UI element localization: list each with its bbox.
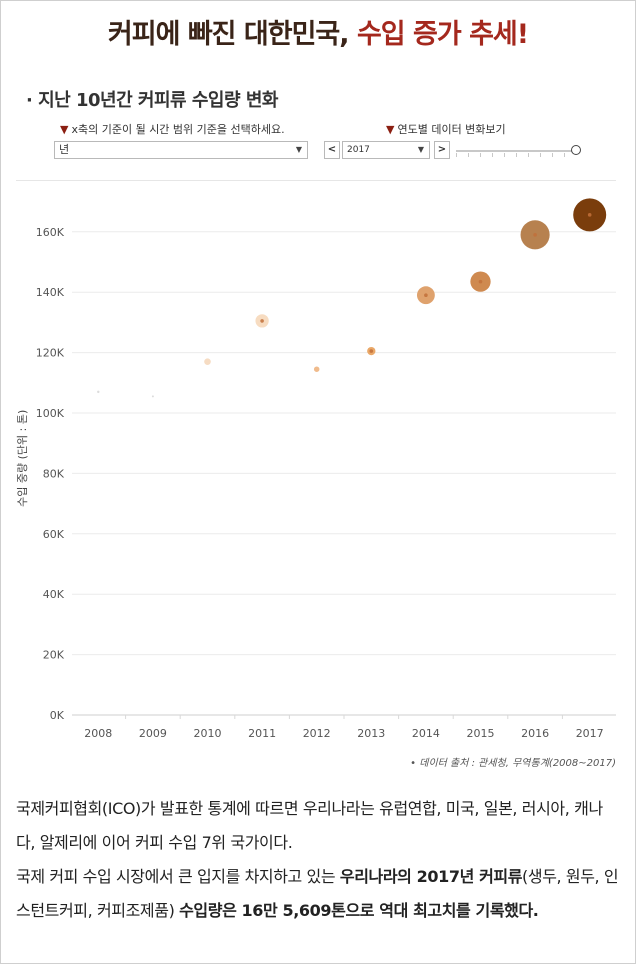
body-p2-b: 우리나라의 2017년 커피류: [339, 867, 523, 886]
body-p2-d: 수입량은 16만 5,609톤으로 역대 최고치를 기록했다.: [179, 901, 539, 920]
section-title: · 지난 10년간 커피류 수입량 변화: [26, 90, 278, 111]
x-tick-label: 2013: [357, 727, 385, 740]
x-tick-label: 2017: [576, 727, 604, 740]
data-source: • 데이터 출처 : 관세청, 무역통계(2008~2017): [410, 758, 616, 769]
data-point-center: [260, 319, 264, 323]
data-point: [313, 366, 320, 372]
headline: 커피에 빠진 대한민국, 수입 증가 추세!: [0, 12, 636, 51]
x-tick-label: 2014: [412, 727, 440, 740]
body-paragraph-1: 국제커피협회(ICO)가 발표한 통계에 따르면 우리나라는 유럽연합, 미국,…: [16, 799, 603, 852]
y-tick-label: 60K: [43, 528, 65, 541]
triangle-down-icon: ▼: [386, 123, 395, 136]
x-tick-label: 2016: [521, 727, 549, 740]
x-tick-label: 2012: [303, 727, 331, 740]
x-axis-dropdown-value: 년: [59, 143, 70, 156]
y-tick-label: 100K: [36, 407, 65, 420]
data-point-center: [369, 349, 374, 353]
body-text: 국제커피협회(ICO)가 발표한 통계에 따르면 우리나라는 유럽연합, 미국,…: [16, 792, 620, 928]
y-tick-label: 140K: [36, 286, 65, 299]
year-dropdown-value: 2017: [347, 145, 370, 155]
y-axis-label: 수입 중량 (단위 : 톤): [16, 410, 29, 507]
y-tick-label: 40K: [43, 588, 65, 601]
x-axis-filter-label-text: x축의 기준이 될 시간 범위 기준을 선택하세요.: [71, 123, 285, 136]
year-slider-ticks: [456, 153, 576, 157]
data-point: [151, 395, 154, 398]
data-point-center: [424, 293, 428, 298]
y-tick-label: 120K: [36, 347, 65, 360]
headline-part2: 수입 증가 추세!: [356, 19, 529, 50]
x-tick-label: 2011: [248, 727, 276, 740]
x-tick-label: 2009: [139, 727, 167, 740]
x-tick-label: 2015: [467, 727, 495, 740]
prev-year-button[interactable]: <: [324, 141, 340, 159]
y-tick-label: 20K: [43, 649, 65, 662]
data-point-center: [478, 279, 483, 284]
next-year-button[interactable]: >: [434, 141, 450, 159]
body-paragraph-2: 국제 커피 수입 시장에서 큰 입지를 차지하고 있는 우리나라의 2017년 …: [16, 860, 620, 928]
data-point: [97, 390, 100, 394]
y-tick-label: 0K: [50, 709, 65, 722]
y-tick-label: 160K: [36, 226, 65, 239]
year-slider-track[interactable]: [456, 150, 576, 152]
chevron-down-icon[interactable]: ▼: [417, 145, 425, 154]
x-tick-label: 2008: [84, 727, 112, 740]
headline-part1: 커피에 빠진 대한민국,: [107, 19, 357, 50]
x-axis-filter-label: ▼ x축의 기준이 될 시간 범위 기준을 선택하세요.: [60, 121, 285, 137]
body-p2-a: 국제 커피 수입 시장에서 큰 입지를 차지하고 있는: [16, 867, 340, 886]
import-volume-chart: 0K 20K 40K 60K 80K 100K 120K 140K 160K 2008 2009 20…: [16, 198, 616, 740]
x-tick-label: 2010: [194, 727, 222, 740]
data-point: [204, 358, 211, 365]
year-filter-label-text: 연도별 데이터 변화보기: [397, 123, 506, 136]
x-axis-dropdown[interactable]: 년 ▼: [54, 141, 308, 159]
year-filter-label: ▼ 연도별 데이터 변화보기: [386, 121, 506, 137]
body-p2-c: (생두, 원두, 인스턴트커피, 커피조제품): [16, 867, 619, 920]
triangle-down-icon: ▼: [60, 123, 69, 136]
data-point-center: [587, 213, 592, 217]
divider: [16, 180, 616, 181]
year-slider-handle[interactable]: [571, 145, 581, 155]
y-tick-label: 80K: [43, 467, 65, 480]
year-dropdown[interactable]: 2017 ▼: [342, 141, 430, 159]
chevron-down-icon[interactable]: ▼: [295, 145, 303, 154]
data-point-center: [533, 233, 537, 237]
